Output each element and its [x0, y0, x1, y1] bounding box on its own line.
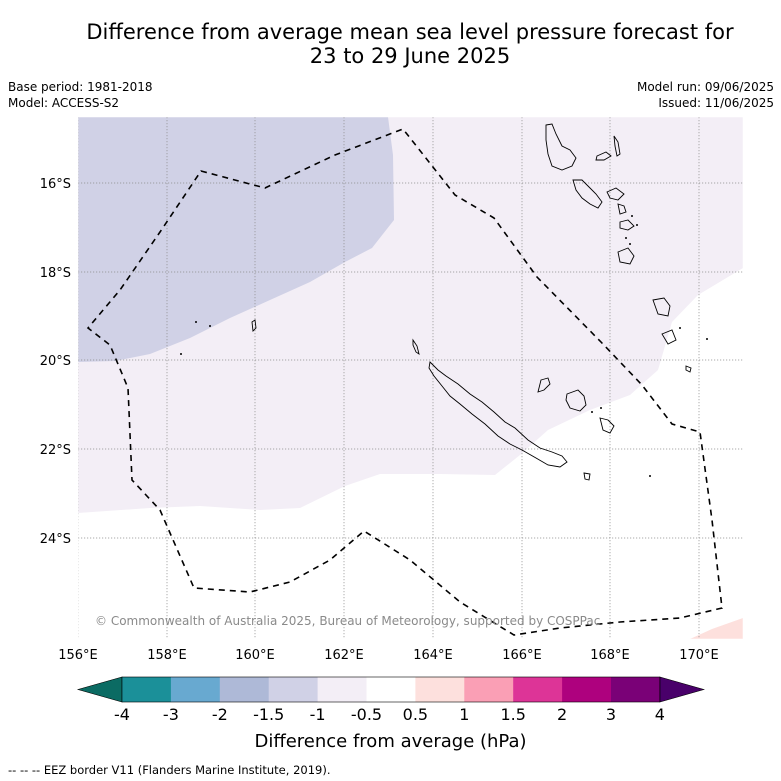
island-pines	[583, 472, 591, 481]
colorbar-extend-high	[659, 676, 705, 703]
colorbar-segment	[464, 677, 514, 702]
map-plot-area	[78, 117, 743, 639]
latitude-label: 24°S	[40, 532, 71, 547]
colorbar-outline	[121, 676, 661, 703]
colorbar-segment	[415, 677, 465, 702]
latitude-label: 16°S	[40, 177, 71, 192]
latitude-label: 18°S	[40, 266, 71, 281]
longitude-label: 170°E	[679, 648, 719, 663]
island-ambae	[595, 151, 612, 161]
longitude-label: 166°E	[502, 648, 542, 663]
colorbar-label: Difference from average (hPa)	[254, 731, 527, 752]
colorbar-tick-label: 1.5	[500, 705, 526, 724]
island-malakula	[572, 179, 603, 209]
eez-border	[86, 128, 723, 636]
meta-right: Model run: 09/06/2025 Issued: 11/06/2025	[637, 79, 774, 111]
issued-date: Issued: 11/06/2025	[658, 96, 774, 110]
colorbar-tick-label: 4	[654, 705, 665, 724]
eez-footnote: -- -- -- EEZ border V11 (Flanders Marine…	[8, 763, 331, 777]
longitude-label: 156°E	[58, 648, 98, 663]
colorbar-segment	[366, 677, 416, 702]
longitude-label: 160°E	[235, 648, 275, 663]
colorbar-tick-label: 0.5	[402, 705, 429, 724]
meta-left: Base period: 1981-2018 Model: ACCESS-S2	[8, 79, 153, 111]
copyright-notice: © Commonwealth of Australia 2025, Bureau…	[95, 614, 601, 628]
island-ouvea	[537, 377, 551, 393]
colorbar-segment	[611, 677, 661, 702]
island-lifou	[565, 389, 587, 412]
colorbar-segment	[513, 677, 563, 702]
colorbar-segment	[219, 677, 270, 702]
colorbar-tick-label: -1	[309, 705, 326, 724]
island-belep	[412, 338, 420, 356]
model-name: Model: ACCESS-S2	[8, 96, 120, 110]
anomaly-region-plus-0-5	[690, 618, 743, 639]
island-new-caledonia	[428, 361, 568, 468]
island-tanna	[652, 297, 671, 317]
colorbar-tick-label: -2	[211, 705, 228, 724]
island-pentecost	[606, 187, 625, 201]
island-epi	[617, 203, 627, 215]
colorbar-extend-low	[76, 676, 123, 703]
colorbar-tick-label: 3	[605, 705, 617, 724]
map-frame	[77, 116, 744, 640]
coastlines	[251, 123, 692, 481]
colorbar-segment	[122, 677, 172, 702]
longitude-label: 162°E	[324, 648, 364, 663]
colorbar-segment	[317, 677, 367, 702]
colorbar-segment	[268, 677, 319, 702]
colorbar-tick-label: -3	[162, 705, 179, 724]
longitude-label: 158°E	[147, 648, 187, 663]
colorbar-tick-label: 2	[557, 705, 568, 724]
colorbar-segment	[562, 677, 612, 702]
island-mare	[599, 417, 615, 434]
island-espiritu-santo	[545, 123, 577, 171]
colorbar-tick-label: -4	[114, 705, 130, 724]
chart-title-line1: Difference from average mean sea level p…	[86, 20, 734, 44]
island-aneityum	[661, 329, 677, 345]
base-period: Base period: 1981-2018	[8, 80, 153, 94]
islet-east	[685, 365, 692, 373]
model-run: Model run: 09/06/2025	[636, 80, 774, 94]
small-islets	[180, 215, 708, 477]
longitude-label: 164°E	[413, 648, 453, 663]
island-rennell	[251, 319, 257, 332]
longitude-label: 168°E	[590, 648, 630, 663]
colorbar	[76, 676, 705, 703]
anomaly-region-minus-1	[78, 117, 394, 362]
latitude-label: 20°S	[40, 354, 71, 369]
island-maewo	[613, 135, 621, 157]
latitude-label: 22°S	[40, 443, 71, 458]
island-erromango	[617, 247, 635, 265]
colorbar-tick-label: -0.5	[350, 705, 383, 724]
island-efate	[619, 219, 635, 231]
latitude-labels: 16°S 18°S 20°S 22°S 24°S	[40, 177, 71, 547]
colorbar-segment	[170, 677, 221, 702]
longitude-labels: 156°E 158°E 160°E 162°E 164°E 166°E 168°E 170°E	[58, 648, 719, 663]
gridlines	[78, 117, 743, 639]
colorbar-tick-label: -1.5	[253, 705, 285, 724]
chart-title-line2: 23 to 29 June 2025	[309, 44, 511, 68]
colorbar-tick-label: 1	[459, 705, 470, 724]
